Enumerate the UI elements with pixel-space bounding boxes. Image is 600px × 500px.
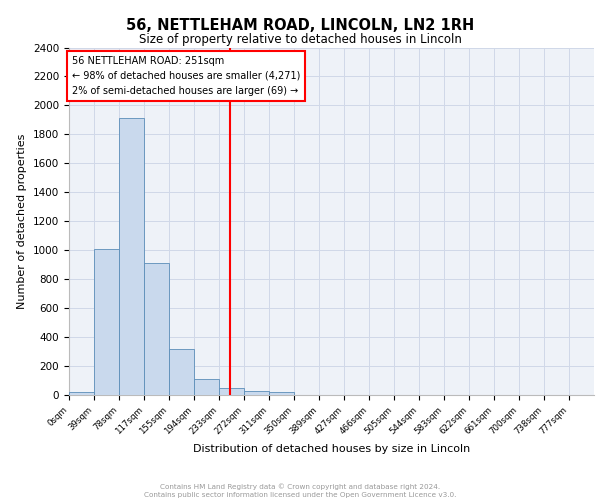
Bar [144,263,169,395]
Text: Contains HM Land Registry data © Crown copyright and database right 2024.
Contai: Contains HM Land Registry data © Crown c… [144,484,456,498]
X-axis label: Distribution of detached houses by size in Lincoln: Distribution of detached houses by size … [193,444,470,454]
Bar [94,249,119,395]
Bar [169,348,194,395]
Bar [269,392,294,395]
Bar [244,390,269,395]
Text: Size of property relative to detached houses in Lincoln: Size of property relative to detached ho… [139,32,461,46]
Bar [119,118,144,395]
Text: 56 NETTLEHAM ROAD: 251sqm
← 98% of detached houses are smaller (4,271)
2% of sem: 56 NETTLEHAM ROAD: 251sqm ← 98% of detac… [72,56,301,96]
Text: 56, NETTLEHAM ROAD, LINCOLN, LN2 1RH: 56, NETTLEHAM ROAD, LINCOLN, LN2 1RH [126,18,474,32]
Y-axis label: Number of detached properties: Number of detached properties [17,134,28,309]
Bar [194,379,219,395]
Bar [69,392,94,395]
Bar [219,388,244,395]
